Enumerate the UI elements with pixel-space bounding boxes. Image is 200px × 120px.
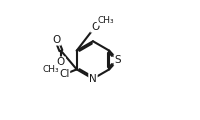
- Text: CH₃: CH₃: [43, 65, 59, 74]
- Text: O: O: [91, 22, 99, 32]
- Text: O: O: [52, 35, 61, 45]
- Text: Cl: Cl: [59, 69, 69, 79]
- Text: N: N: [89, 74, 97, 84]
- Text: S: S: [114, 55, 121, 65]
- Text: CH₃: CH₃: [97, 16, 114, 25]
- Text: O: O: [57, 57, 65, 67]
